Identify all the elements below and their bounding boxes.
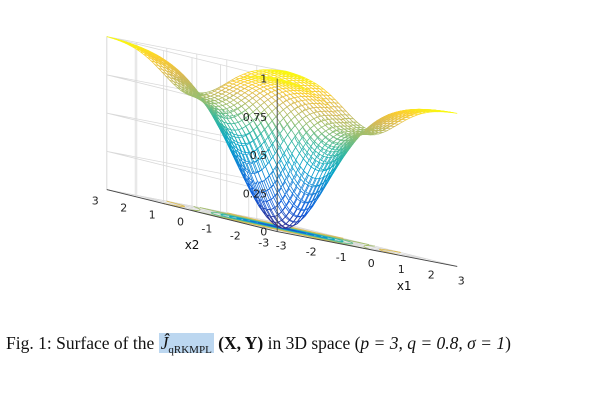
z-tick-label: 0.75 <box>243 111 268 124</box>
x2-axis-label: x2 <box>185 238 200 252</box>
caption-prefix: Fig. 1: Surface of the <box>6 333 159 353</box>
caption-symbol-sub: qRKMPL <box>168 344 212 356</box>
x1-axis-line <box>277 231 458 267</box>
x1-tick-label: 0 <box>368 257 375 270</box>
x2-tick-label: 3 <box>92 195 99 208</box>
caption-params: p = 3, q = 0.8, σ = 1 <box>360 333 506 353</box>
x2-tick-label: 1 <box>149 209 156 222</box>
x2-tick-label: 2 <box>120 202 127 215</box>
x2-axis-line <box>106 189 278 233</box>
z-tick-label: 0.5 <box>250 149 268 162</box>
caption-symbol: ĴqRKMPL <box>158 333 214 356</box>
x1-axis-label: x1 <box>397 279 412 293</box>
x2-tick-label: -3 <box>258 237 269 250</box>
x1-tick-label: -1 <box>336 251 347 264</box>
x1-tick-label: -3 <box>276 240 287 253</box>
floor-gridline-x1 <box>286 224 458 267</box>
wall-gridline-z <box>106 150 287 194</box>
x2-tick-label: -2 <box>230 230 241 243</box>
x2-tick-label: -1 <box>201 223 212 236</box>
x1-tick-label: 1 <box>398 263 405 276</box>
surface-cell <box>449 111 458 114</box>
caption-suffix: ) <box>505 333 511 353</box>
caption-symbol-main: Ĵ <box>160 333 169 353</box>
surface-mesh <box>106 36 458 229</box>
surface-plot: 0 0.25 0.5 0.75 1 -3 -2 -1 0 1 2 3 -3 -2 -1 0 1 2 3 x1 x2 <box>92 36 465 294</box>
caption-middle: in 3D space ( <box>263 333 361 353</box>
z-tick-label: 0.25 <box>243 187 268 200</box>
x2-tick-label: 0 <box>177 216 184 229</box>
z-tick-label: 0 <box>260 226 267 239</box>
figure-caption: Fig. 1: Surface of the ĴqRKMPL (X, Y) in… <box>6 331 594 362</box>
caption-args: (X, Y) <box>218 333 264 353</box>
x1-tick-label: 2 <box>428 269 435 282</box>
x1-tick-label: -2 <box>306 245 317 258</box>
x1-tick-label: 3 <box>458 274 465 287</box>
axis-ticks: 0 0.25 0.5 0.75 1 -3 -2 -1 0 1 2 3 -3 -2 -1 0 1 2 3 x1 x2 <box>92 73 465 294</box>
z-tick-label: 1 <box>260 73 267 86</box>
